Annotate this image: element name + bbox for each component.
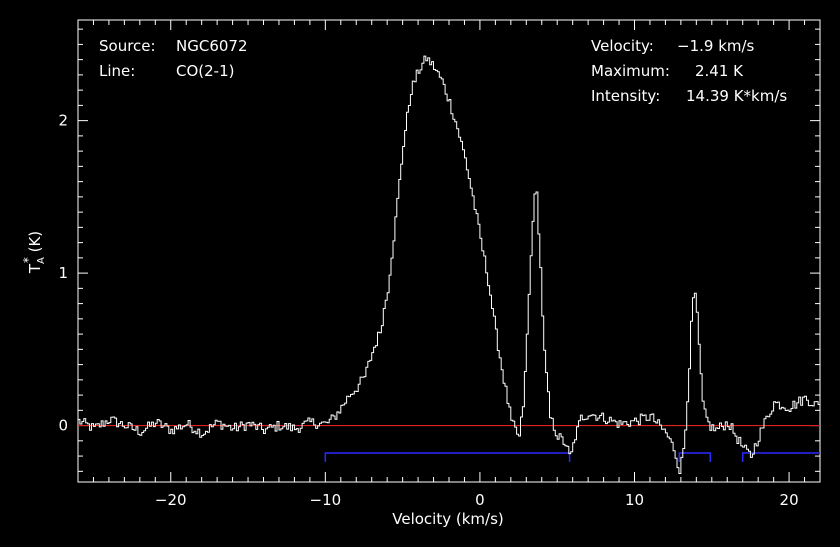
line-window — [741, 452, 820, 463]
line-window — [678, 452, 711, 463]
y-tick-label: 2 — [58, 112, 68, 130]
x-tick-label: −20 — [155, 491, 187, 509]
line-value: CO(2-1) — [176, 62, 234, 80]
x-tick-label: −10 — [310, 491, 342, 509]
y-tick-label: 0 — [58, 417, 68, 435]
velocity-key: Velocity: — [591, 37, 654, 55]
spectrum-line — [78, 55, 821, 474]
line-key: Line: — [99, 62, 135, 80]
intensity-value: 14.39 K*km/s — [686, 87, 787, 105]
line-window — [324, 452, 571, 463]
velocity-value: −1.9 km/s — [677, 37, 755, 55]
y-tick-label: 1 — [58, 264, 68, 282]
source-value: NGC6072 — [176, 37, 248, 55]
line-windows-layer — [324, 452, 820, 463]
axis-ticks — [77, 20, 821, 482]
source-key: Source: — [99, 37, 156, 55]
x-tick-label: 10 — [625, 491, 644, 509]
info-panel-left: Source: NGC6072 Line: CO(2-1) — [99, 37, 248, 80]
spectrum-layer — [78, 55, 821, 474]
x-axis-label: Velocity (km/s) — [392, 510, 503, 528]
tick-labels: −20 −10 0 10 20 0 1 2 — [58, 112, 798, 509]
y-axis-label: TA* (K) — [21, 231, 47, 274]
intensity-key: Intensity: — [591, 87, 660, 105]
maximum-key: Maximum: — [591, 62, 670, 80]
maximum-value: 2.41 K — [695, 62, 744, 80]
x-tick-label: 0 — [475, 491, 485, 509]
x-tick-label: 20 — [780, 491, 799, 509]
info-panel-right: Velocity: −1.9 km/s Maximum: 2.41 K Inte… — [591, 37, 787, 105]
